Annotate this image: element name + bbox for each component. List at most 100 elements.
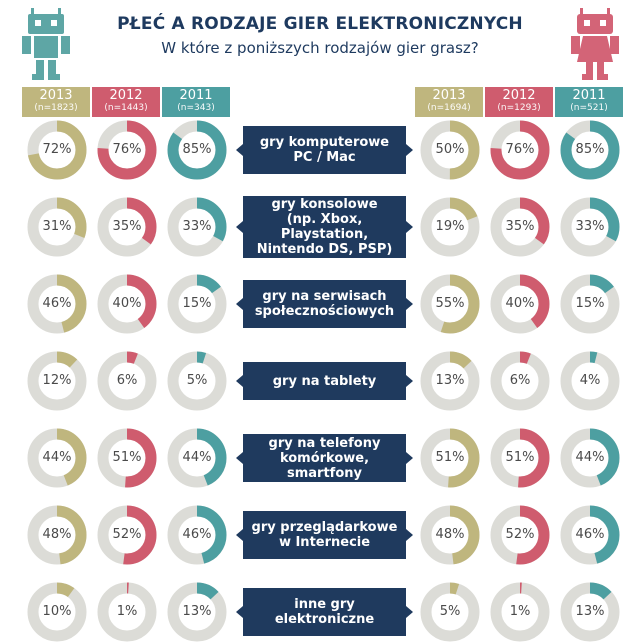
- sample-size: (n=343): [177, 103, 215, 113]
- donut-left-2011: 13%: [166, 581, 228, 643]
- donut-svg: [560, 428, 620, 488]
- donut-right-2011: 85%: [559, 119, 621, 181]
- donut-left-2012: 51%: [96, 427, 158, 489]
- donut-value-label: 4%: [579, 373, 601, 388]
- donut-value-label: 13%: [575, 604, 605, 619]
- year-header-right-2013: 2013 (n=1694): [415, 87, 483, 117]
- donut-svg: [27, 505, 87, 565]
- category-text: gry na tablety: [272, 373, 377, 389]
- donut-svg: [420, 197, 480, 257]
- donut-arc: [420, 120, 480, 180]
- donut-svg: [27, 120, 87, 180]
- year-label: 2012: [502, 88, 536, 103]
- donut-svg: [490, 197, 550, 257]
- donut-value-label: 6%: [509, 373, 531, 388]
- donut-left-2013: 48%: [26, 504, 88, 566]
- donut-value-label: 51%: [435, 450, 465, 465]
- donut-arc: [420, 582, 480, 642]
- donut-value-label: 50%: [435, 142, 465, 157]
- donut-value-label: 52%: [112, 527, 142, 542]
- donut-svg: [97, 505, 157, 565]
- donut-right-2012: 1%: [489, 581, 551, 643]
- year-header-right-2012: 2012 (n=1293): [485, 87, 553, 117]
- category-label: inne gry elektroniczne: [236, 588, 413, 636]
- donut-arc: [27, 120, 87, 180]
- donut-value-label: 51%: [505, 450, 535, 465]
- donut-arc: [167, 428, 227, 488]
- donut-left-2012: 35%: [96, 196, 158, 258]
- donut-arc: [27, 428, 87, 488]
- donut-value-label: 52%: [505, 527, 535, 542]
- donut-arc: [560, 582, 620, 642]
- donut-value-label: 5%: [439, 604, 461, 619]
- donut-left-2011: 44%: [166, 427, 228, 489]
- donut-value-label: 31%: [42, 219, 72, 234]
- donut-arc: [167, 582, 227, 642]
- donut-svg: [97, 120, 157, 180]
- donut-left-2013: 44%: [26, 427, 88, 489]
- donut-svg: [167, 582, 227, 642]
- donut-arc: [97, 351, 157, 411]
- donut-arc: [27, 197, 87, 257]
- donut-value-label: 85%: [575, 142, 605, 157]
- donut-right-2013: 51%: [419, 427, 481, 489]
- donut-left-2012: 40%: [96, 273, 158, 335]
- donut-arc: [167, 120, 227, 180]
- donut-arc: [167, 197, 227, 257]
- donut-arc: [97, 428, 157, 488]
- category-label: gry na telefony komórkowe, smartfony: [236, 434, 413, 482]
- donut-value-label: 76%: [505, 142, 535, 157]
- donut-arc: [560, 428, 620, 488]
- donut-value-label: 19%: [435, 219, 465, 234]
- donut-value-label: 13%: [435, 373, 465, 388]
- donut-value-label: 48%: [42, 527, 72, 542]
- donut-value-label: 55%: [435, 296, 465, 311]
- donut-arc: [97, 582, 157, 642]
- donut-arc: [27, 582, 87, 642]
- donut-right-2013: 5%: [419, 581, 481, 643]
- category-text: gry przeglądarkowe w Internecie: [251, 520, 398, 550]
- donut-svg: [27, 351, 87, 411]
- donut-arc: [167, 351, 227, 411]
- year-label: 2013: [39, 88, 73, 103]
- donut-value-label: 44%: [42, 450, 72, 465]
- donut-arc: [490, 428, 550, 488]
- donut-value-label: 5%: [186, 373, 208, 388]
- donut-right-2011: 13%: [559, 581, 621, 643]
- donut-right-2012: 40%: [489, 273, 551, 335]
- donut-arc: [167, 274, 227, 334]
- donut-svg: [167, 351, 227, 411]
- donut-value-label: 46%: [42, 296, 72, 311]
- donut-arc: [27, 274, 87, 334]
- donut-svg: [167, 120, 227, 180]
- donut-value-label: 1%: [116, 604, 138, 619]
- donut-arc: [97, 274, 157, 334]
- page-subtitle: W które z poniższych rodzajów gier grasz…: [161, 39, 479, 57]
- donut-svg: [490, 274, 550, 334]
- donut-arc: [560, 197, 620, 257]
- donut-right-2013: 48%: [419, 504, 481, 566]
- donut-value-label: 33%: [182, 219, 212, 234]
- donut-arc: [97, 120, 157, 180]
- donut-svg: [27, 197, 87, 257]
- category-label: gry na serwisach społecznościowych: [236, 280, 413, 328]
- donut-left-2012: 52%: [96, 504, 158, 566]
- donut-arc: [167, 505, 227, 565]
- donut-arc: [560, 505, 620, 565]
- donut-svg: [560, 582, 620, 642]
- donut-left-2013: 46%: [26, 273, 88, 335]
- donut-value-label: 72%: [42, 142, 72, 157]
- donut-right-2012: 35%: [489, 196, 551, 258]
- donut-value-label: 6%: [116, 373, 138, 388]
- donut-right-2012: 52%: [489, 504, 551, 566]
- category-label: gry komputerowe PC / Mac: [236, 126, 413, 174]
- donut-value-label: 35%: [505, 219, 535, 234]
- donut-right-2012: 6%: [489, 350, 551, 412]
- donut-svg: [490, 120, 550, 180]
- donut-svg: [420, 428, 480, 488]
- category-label: gry konsolowe (np. Xbox, Playstation, Ni…: [236, 196, 413, 258]
- donut-svg: [97, 274, 157, 334]
- donut-value-label: 15%: [575, 296, 605, 311]
- donut-right-2012: 76%: [489, 119, 551, 181]
- donut-left-2012: 6%: [96, 350, 158, 412]
